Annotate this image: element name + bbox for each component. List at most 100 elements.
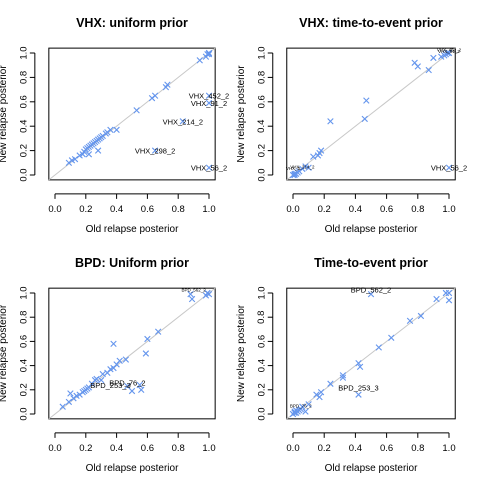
panel-3-data-point [128, 387, 136, 395]
panel-1-x-tick-label: 0.6 [141, 204, 154, 215]
panel-2-y-axis-label: New relapse posterior [236, 65, 247, 163]
panel-2-x-tick-label: 0.0 [286, 204, 299, 215]
panel-2-x-tick-label: 0.4 [349, 204, 362, 215]
panel-3-points [59, 289, 213, 410]
panel-3-data-point [142, 350, 150, 357]
panel-3-data-point [187, 291, 194, 298]
panel-2-x-axis: 0.0 0.2 0.4 0.6 0.8 1.0 Old relapse posterior [286, 193, 456, 235]
panel-3-data-point [124, 382, 131, 390]
panel-4-y-tick-label: 0.0 [256, 407, 267, 420]
panel-2-point-annotation: VHX_452_2 [437, 48, 462, 53]
panel-4-data-point [433, 295, 440, 303]
panel-1-title: VHX: uniform prior [76, 16, 188, 30]
panel-3-x-axis: 0.0 0.2 0.4 0.6 0.8 1.0 Old relapse posterior [48, 432, 216, 474]
panel-4-data-point [375, 344, 382, 351]
panel-1-point-annotation: VHX_452_2 [189, 92, 229, 101]
panel-1-y-axis: 0.0 0.2 0.4 0.6 0.8 1.0 New relapse posterior [0, 46, 36, 182]
panel-1-point-annotation: VHX_214_2 [163, 117, 203, 126]
panel-2-point-annotation: VHX_91_2 [438, 49, 460, 54]
panel-3-data-point [67, 390, 74, 397]
panel-4-data-point [417, 312, 425, 320]
panel-4-identity-line [286, 287, 456, 420]
panel-4-data-point [388, 334, 395, 341]
panel-4-y-tick-label: 0.4 [256, 359, 267, 372]
panel-1-chart: VHX: uniform prior 0.0 0.2 0.4 0.6 0.8 1.0 Old … [0, 16, 229, 235]
panel-1-data-point [179, 118, 187, 125]
panel-4-data-point [299, 403, 306, 410]
panel-4-data-point [339, 374, 347, 381]
panel-4-point-annotation: BPD_76_2 [290, 404, 312, 409]
panel-3-y-axis-label: New relapse posterior [0, 304, 9, 402]
panel-4-data-point [406, 317, 414, 325]
panel-3-data-point [205, 291, 213, 298]
panel-2-point-annotation: VHX_2 [286, 166, 301, 171]
panel-4-title: Time-to-event prior [314, 256, 428, 270]
panel-4-x-tick-label: 0.4 [349, 443, 362, 454]
panel-2-data-point [430, 54, 437, 62]
panel-2-data-point [327, 118, 334, 125]
panel-3-x-tick-label: 0.6 [141, 443, 154, 454]
panel-2-title: VHX: time-to-event prior [299, 16, 443, 30]
panel-3-data-point [59, 403, 66, 410]
panel-2-data-point [425, 66, 432, 74]
panel-3-data-point [93, 375, 100, 383]
panel-2-data-point [317, 147, 325, 154]
panel-4-x-tick-label: 0.8 [411, 443, 424, 454]
panel-2-x-tick-label: 1.0 [442, 204, 455, 215]
panel-4-data-point [356, 363, 364, 370]
panel-1-y-tick-label: 0.6 [18, 95, 29, 108]
panel-1-y-axis-label: New relapse posterior [0, 65, 9, 163]
panel-1-x-tick-label: 1.0 [202, 204, 215, 215]
panel-1-data-point [107, 126, 114, 134]
panel-4-y-tick-label: 0.8 [256, 311, 267, 324]
panel-3-data-point [144, 335, 151, 343]
panel-4-data-point [367, 291, 375, 298]
panel-2-chart: VHX: time-to-event prior 0.0 0.2 0.4 0.6 0.8 1… [236, 16, 467, 235]
panel-2-y-tick-label: 0.2 [256, 144, 267, 157]
panel-4-data-point [445, 289, 453, 297]
panel-4-x-tick-label: 0.0 [286, 443, 299, 454]
panel-1-data-point [71, 155, 79, 163]
panel-1-data-point [85, 151, 93, 158]
panel-3-data-point [99, 370, 106, 378]
panel-3-data-point [154, 328, 162, 335]
panel-4-data-point [355, 391, 362, 398]
panel-2-y-axis: 0.0 0.2 0.4 0.6 0.8 1.0 New relapse posterior [236, 46, 274, 182]
panel-1-data-point [113, 126, 120, 134]
panel-3-x-tick-label: 0.4 [110, 443, 123, 454]
panel-1-x-axis-label: Old relapse posterior [86, 224, 179, 235]
panel-1-y-tick-label: 1.0 [18, 46, 29, 59]
panel-4-data-point [355, 359, 362, 367]
panel-1-point-annotation: VHX_56_2 [191, 164, 227, 173]
panel-4-data-point [339, 372, 347, 379]
panel-1-y-tick-label: 0.4 [18, 120, 29, 133]
panel-2-points [289, 49, 453, 179]
panel-2-point-annotation: VHX_214_2 [290, 165, 315, 170]
panel-1-y-tick-label: 0.2 [18, 144, 29, 157]
panel-3-data-point [188, 295, 196, 303]
panel-1-y-tick-label: 0.8 [18, 71, 29, 84]
panel-4-data-point [327, 380, 334, 387]
panel-3-chart: BPD: Uniform prior 0.0 0.2 0.4 0.6 0.8 1.0 Old … [0, 256, 216, 474]
panel-4-data-point [317, 389, 325, 396]
panel-4-y-axis: 0.0 0.2 0.4 0.6 0.8 1.0 New relapse posterior [236, 286, 274, 421]
panel-4-x-tick-label: 1.0 [442, 443, 455, 454]
panel-3-data-point [138, 386, 145, 393]
panel-4-x-axis: 0.0 0.2 0.4 0.6 0.8 1.0 Old relapse posterior [286, 432, 456, 474]
panel-4-data-point [305, 401, 312, 408]
panel-2-data-point [414, 63, 421, 70]
panel-1-data-point [94, 147, 102, 154]
panel-1-x-tick-label: 0.2 [79, 204, 92, 215]
panel-3-data-point [110, 340, 117, 348]
panel-1-data-point [205, 164, 213, 171]
panel-1-data-point [133, 107, 140, 114]
panel-1-x-tick-label: 0.8 [172, 204, 185, 215]
panel-1-x-axis: 0.0 0.2 0.4 0.6 0.8 1.0 Old relapse posterior [48, 193, 216, 235]
panel-3-y-tick-label: 1.0 [18, 286, 29, 299]
panel-1-y-tick-label: 0.0 [18, 168, 29, 181]
panel-3-title: BPD: Uniform prior [75, 256, 189, 270]
panel-1-point-annotation: VHX_298_2 [135, 147, 175, 156]
panel-3-point-annotation: BPD_562_2 [181, 288, 206, 293]
panel-3-x-axis-label: Old relapse posterior [86, 463, 179, 474]
